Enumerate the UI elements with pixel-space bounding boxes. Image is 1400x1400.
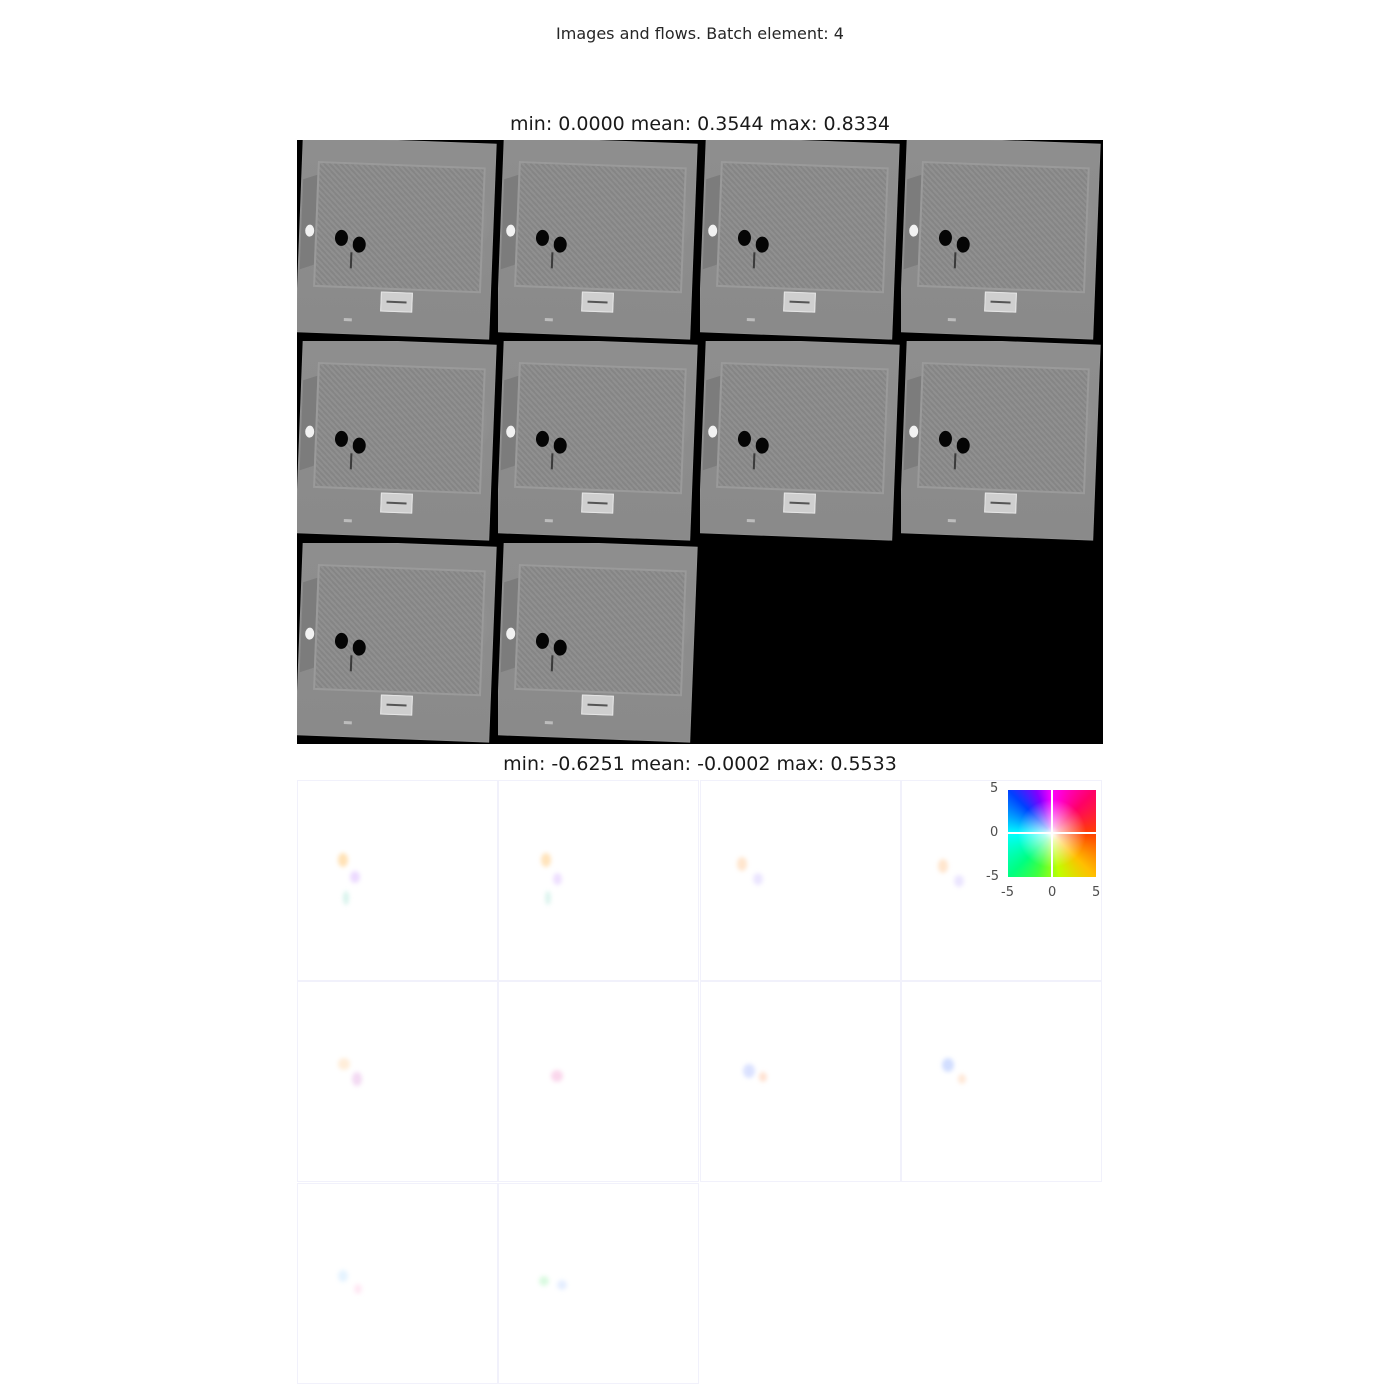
image-tile: [297, 543, 498, 744]
figure-suptitle: Images and flows. Batch element: 4: [556, 24, 844, 43]
image-tile: [498, 341, 699, 542]
wheel-vertical-axis: [1051, 790, 1053, 877]
image-tile: [700, 140, 901, 341]
flow-tile: [700, 981, 901, 1182]
image-tile: [901, 341, 1102, 542]
image-tile: [297, 140, 498, 341]
wheel-y-tick: 0: [990, 825, 999, 840]
wheel-x-tick: -5: [1001, 885, 1014, 900]
flows-panel-title: min: -0.6251 mean: -0.0002 max: 0.5533: [503, 753, 897, 775]
image-tile: [498, 140, 699, 341]
wheel-y-tick: -5: [986, 869, 999, 884]
image-tile: [498, 543, 699, 744]
flow-tile: [297, 981, 498, 1182]
flow-tile: [498, 780, 699, 981]
images-panel-title: min: 0.0000 mean: 0.3544 max: 0.8334: [510, 113, 890, 135]
flow-tile: [901, 780, 1102, 981]
images-grid: [297, 140, 1103, 744]
wheel-y-tick: 5: [990, 781, 999, 796]
flows-grid: [297, 780, 1103, 1384]
flow-tile: [901, 981, 1102, 1182]
flow-tile: [498, 1183, 699, 1384]
image-tile: [901, 140, 1102, 341]
flow-tile: [498, 981, 699, 1182]
wheel-x-tick: 5: [1092, 885, 1101, 900]
flow-tile: [297, 1183, 498, 1384]
flow-tile: [700, 780, 901, 981]
image-tile: [700, 341, 901, 542]
image-tile: [297, 341, 498, 542]
flow-tile: [297, 780, 498, 981]
wheel-x-tick: 0: [1048, 885, 1057, 900]
